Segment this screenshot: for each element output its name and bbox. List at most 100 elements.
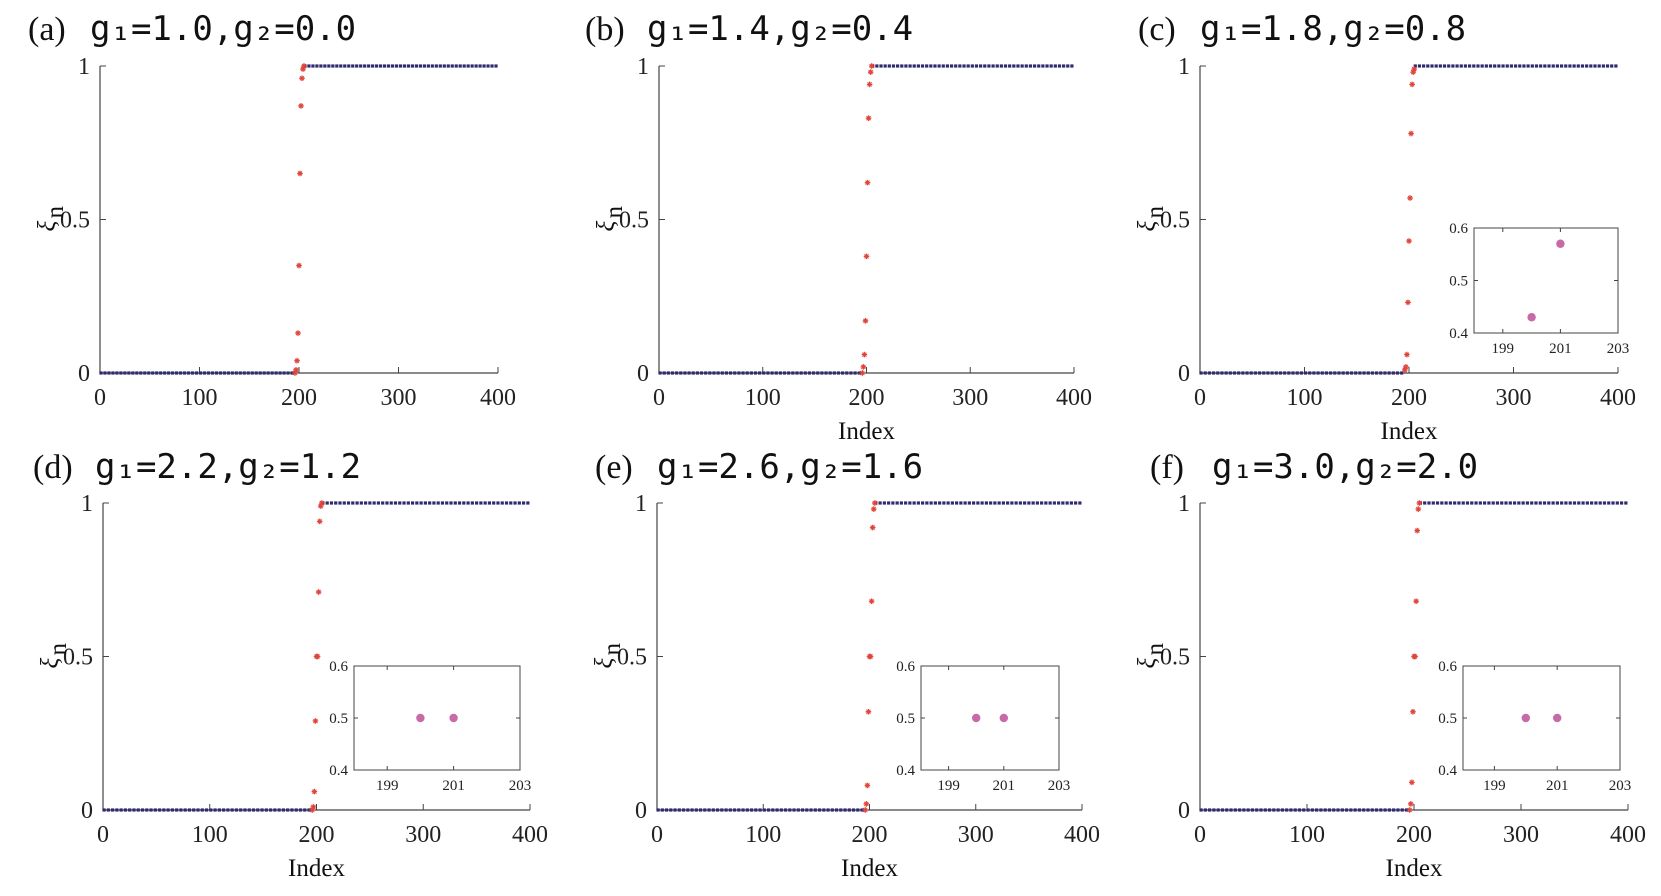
bulk-point (1045, 64, 1049, 68)
inset-point (1553, 713, 1562, 723)
bulk-point (745, 371, 749, 375)
x-tick-label: 0 (1194, 385, 1206, 411)
bulk-point (243, 808, 247, 812)
edge-point (1412, 653, 1418, 660)
bulk-point (1501, 64, 1505, 68)
bulk-point (987, 64, 991, 68)
bulk-point (962, 64, 966, 68)
bulk-point (517, 501, 521, 505)
bulk-point (368, 501, 372, 505)
bulk-point (155, 371, 159, 375)
bulk-point (1289, 808, 1293, 812)
bulk-point (1053, 64, 1057, 68)
inset-frame (1473, 227, 1619, 334)
bulk-point (509, 501, 513, 505)
bulk-point (190, 371, 195, 375)
bulk-point (1539, 64, 1543, 68)
bulk-point (1534, 64, 1539, 68)
edge-point-stroke (294, 358, 300, 364)
bulk-point (234, 371, 238, 375)
bulk-point (698, 808, 703, 812)
bulk-point (171, 371, 175, 375)
bulk-point (860, 808, 864, 812)
bulk-point (1619, 501, 1624, 505)
bulk-point (1341, 371, 1345, 375)
bulk-point (147, 371, 151, 375)
bulk-point (805, 808, 809, 812)
x-tick-label: 0 (97, 822, 109, 848)
inset-plot: 0.4 0.5 0.6 199 201 203 (1438, 659, 1631, 794)
bulk-point (694, 808, 698, 812)
edge-point-stroke (1409, 82, 1415, 87)
edge-point-stroke (868, 69, 874, 75)
bulk-point (1263, 808, 1267, 812)
bulk-point (950, 501, 954, 505)
bulk-point (277, 808, 281, 812)
bulk-point (513, 501, 517, 505)
bulk-point (226, 808, 230, 812)
y-tick-label: 0.5 (60, 208, 90, 234)
y-axis-subscript: n (599, 643, 626, 656)
bulk-point (262, 371, 266, 375)
bulk-point (826, 808, 830, 812)
bulk-point (703, 808, 707, 812)
bulk-point (904, 64, 908, 68)
bulk-point (1430, 64, 1434, 68)
bulk-point (163, 371, 167, 375)
bulk-point (1484, 64, 1488, 68)
edge-point (294, 357, 300, 364)
bulk-point (204, 808, 209, 812)
bulk-point (200, 808, 204, 812)
bulk-point (999, 64, 1003, 68)
bulk-point (1362, 371, 1366, 375)
panel-d: (d) g₁=2.2,g₂=1.2 0 0.5 1 0 100 200 300 400 Index ξ… (33, 447, 548, 882)
bulk-point (788, 808, 792, 812)
bulk-point (664, 808, 669, 812)
bulk-point (925, 64, 929, 68)
edge-point (1414, 527, 1421, 534)
bulk-point (1521, 501, 1525, 505)
inset-point (1527, 313, 1536, 322)
bulk-point (1391, 371, 1395, 375)
bulk-point (453, 501, 457, 505)
bulk-point (1474, 501, 1478, 505)
x-tick-label: 400 (1056, 385, 1092, 411)
edge-point-stroke (1407, 195, 1413, 201)
inset-plot: 0.4 0.5 0.6 199 201 203 (1449, 221, 1629, 357)
inset-point (449, 713, 458, 723)
bulk-point (339, 64, 343, 68)
bulk-series (102, 501, 530, 812)
bulk-point (1525, 501, 1530, 505)
bulk-point (1344, 808, 1349, 812)
inset-x-tick-label: 201 (442, 778, 465, 794)
bulk-point (1027, 501, 1031, 505)
inset-x-tick-label: 199 (1483, 778, 1506, 794)
bulk-point (1246, 808, 1250, 812)
panel-c: (c) g₁=1.8,g₂=0.8 0 0.5 1 0 100 200 300 400 Index ξ… (1134, 9, 1636, 445)
bulk-point (847, 808, 851, 812)
bulk-point (1400, 808, 1404, 812)
edge-point-stroke (295, 330, 301, 336)
bulk-point (132, 808, 136, 812)
edge-point-stroke (293, 367, 299, 373)
bulk-point (1199, 808, 1203, 812)
inset-plot: 0.4 0.5 0.6 199 201 203 (896, 659, 1070, 794)
bulk-point (151, 371, 155, 375)
bulk-point (1333, 371, 1337, 375)
x-tick-label: 100 (745, 385, 781, 411)
bulk-point (415, 501, 419, 505)
bulk-point (1370, 808, 1374, 812)
bulk-point (1044, 501, 1048, 505)
bulk-point (782, 371, 787, 375)
bulk-point (1470, 501, 1474, 505)
bulk-point (103, 371, 107, 375)
edge-point-stroke (872, 500, 878, 506)
bulk-point (367, 64, 371, 68)
x-axis-label: Index (1381, 418, 1438, 445)
bulk-point (857, 371, 861, 375)
edge-point (1407, 801, 1414, 807)
bulk-point (716, 371, 720, 375)
edge-point-stroke (859, 370, 865, 376)
bulk-point (182, 371, 187, 375)
bulk-point (334, 501, 338, 505)
